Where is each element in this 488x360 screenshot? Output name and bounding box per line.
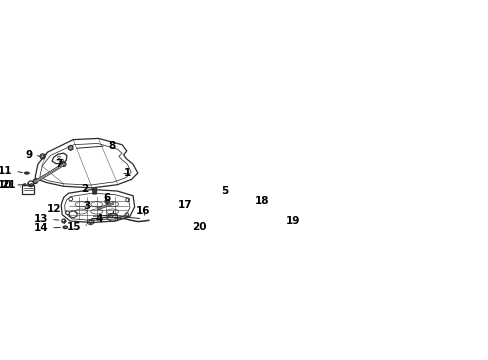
Text: 14: 14 xyxy=(34,223,48,233)
Text: 20: 20 xyxy=(191,222,206,232)
Text: 12: 12 xyxy=(47,204,61,214)
Text: 21: 21 xyxy=(1,180,16,190)
Text: 5: 5 xyxy=(221,186,228,196)
Text: 6: 6 xyxy=(103,193,111,203)
Text: 1: 1 xyxy=(123,168,131,178)
Text: 18: 18 xyxy=(254,196,268,206)
Text: 4: 4 xyxy=(96,215,103,224)
Text: 8: 8 xyxy=(108,141,116,151)
Text: 15: 15 xyxy=(66,222,81,231)
Text: 13: 13 xyxy=(34,215,48,224)
Text: 2: 2 xyxy=(81,184,88,194)
Text: 10: 10 xyxy=(0,180,13,190)
Text: 19: 19 xyxy=(285,216,300,226)
Text: 7: 7 xyxy=(56,159,63,168)
Text: 11: 11 xyxy=(0,166,13,176)
Text: 16: 16 xyxy=(136,206,150,216)
Text: 3: 3 xyxy=(83,202,91,211)
Text: 9: 9 xyxy=(25,150,32,160)
Text: 17: 17 xyxy=(177,200,192,210)
